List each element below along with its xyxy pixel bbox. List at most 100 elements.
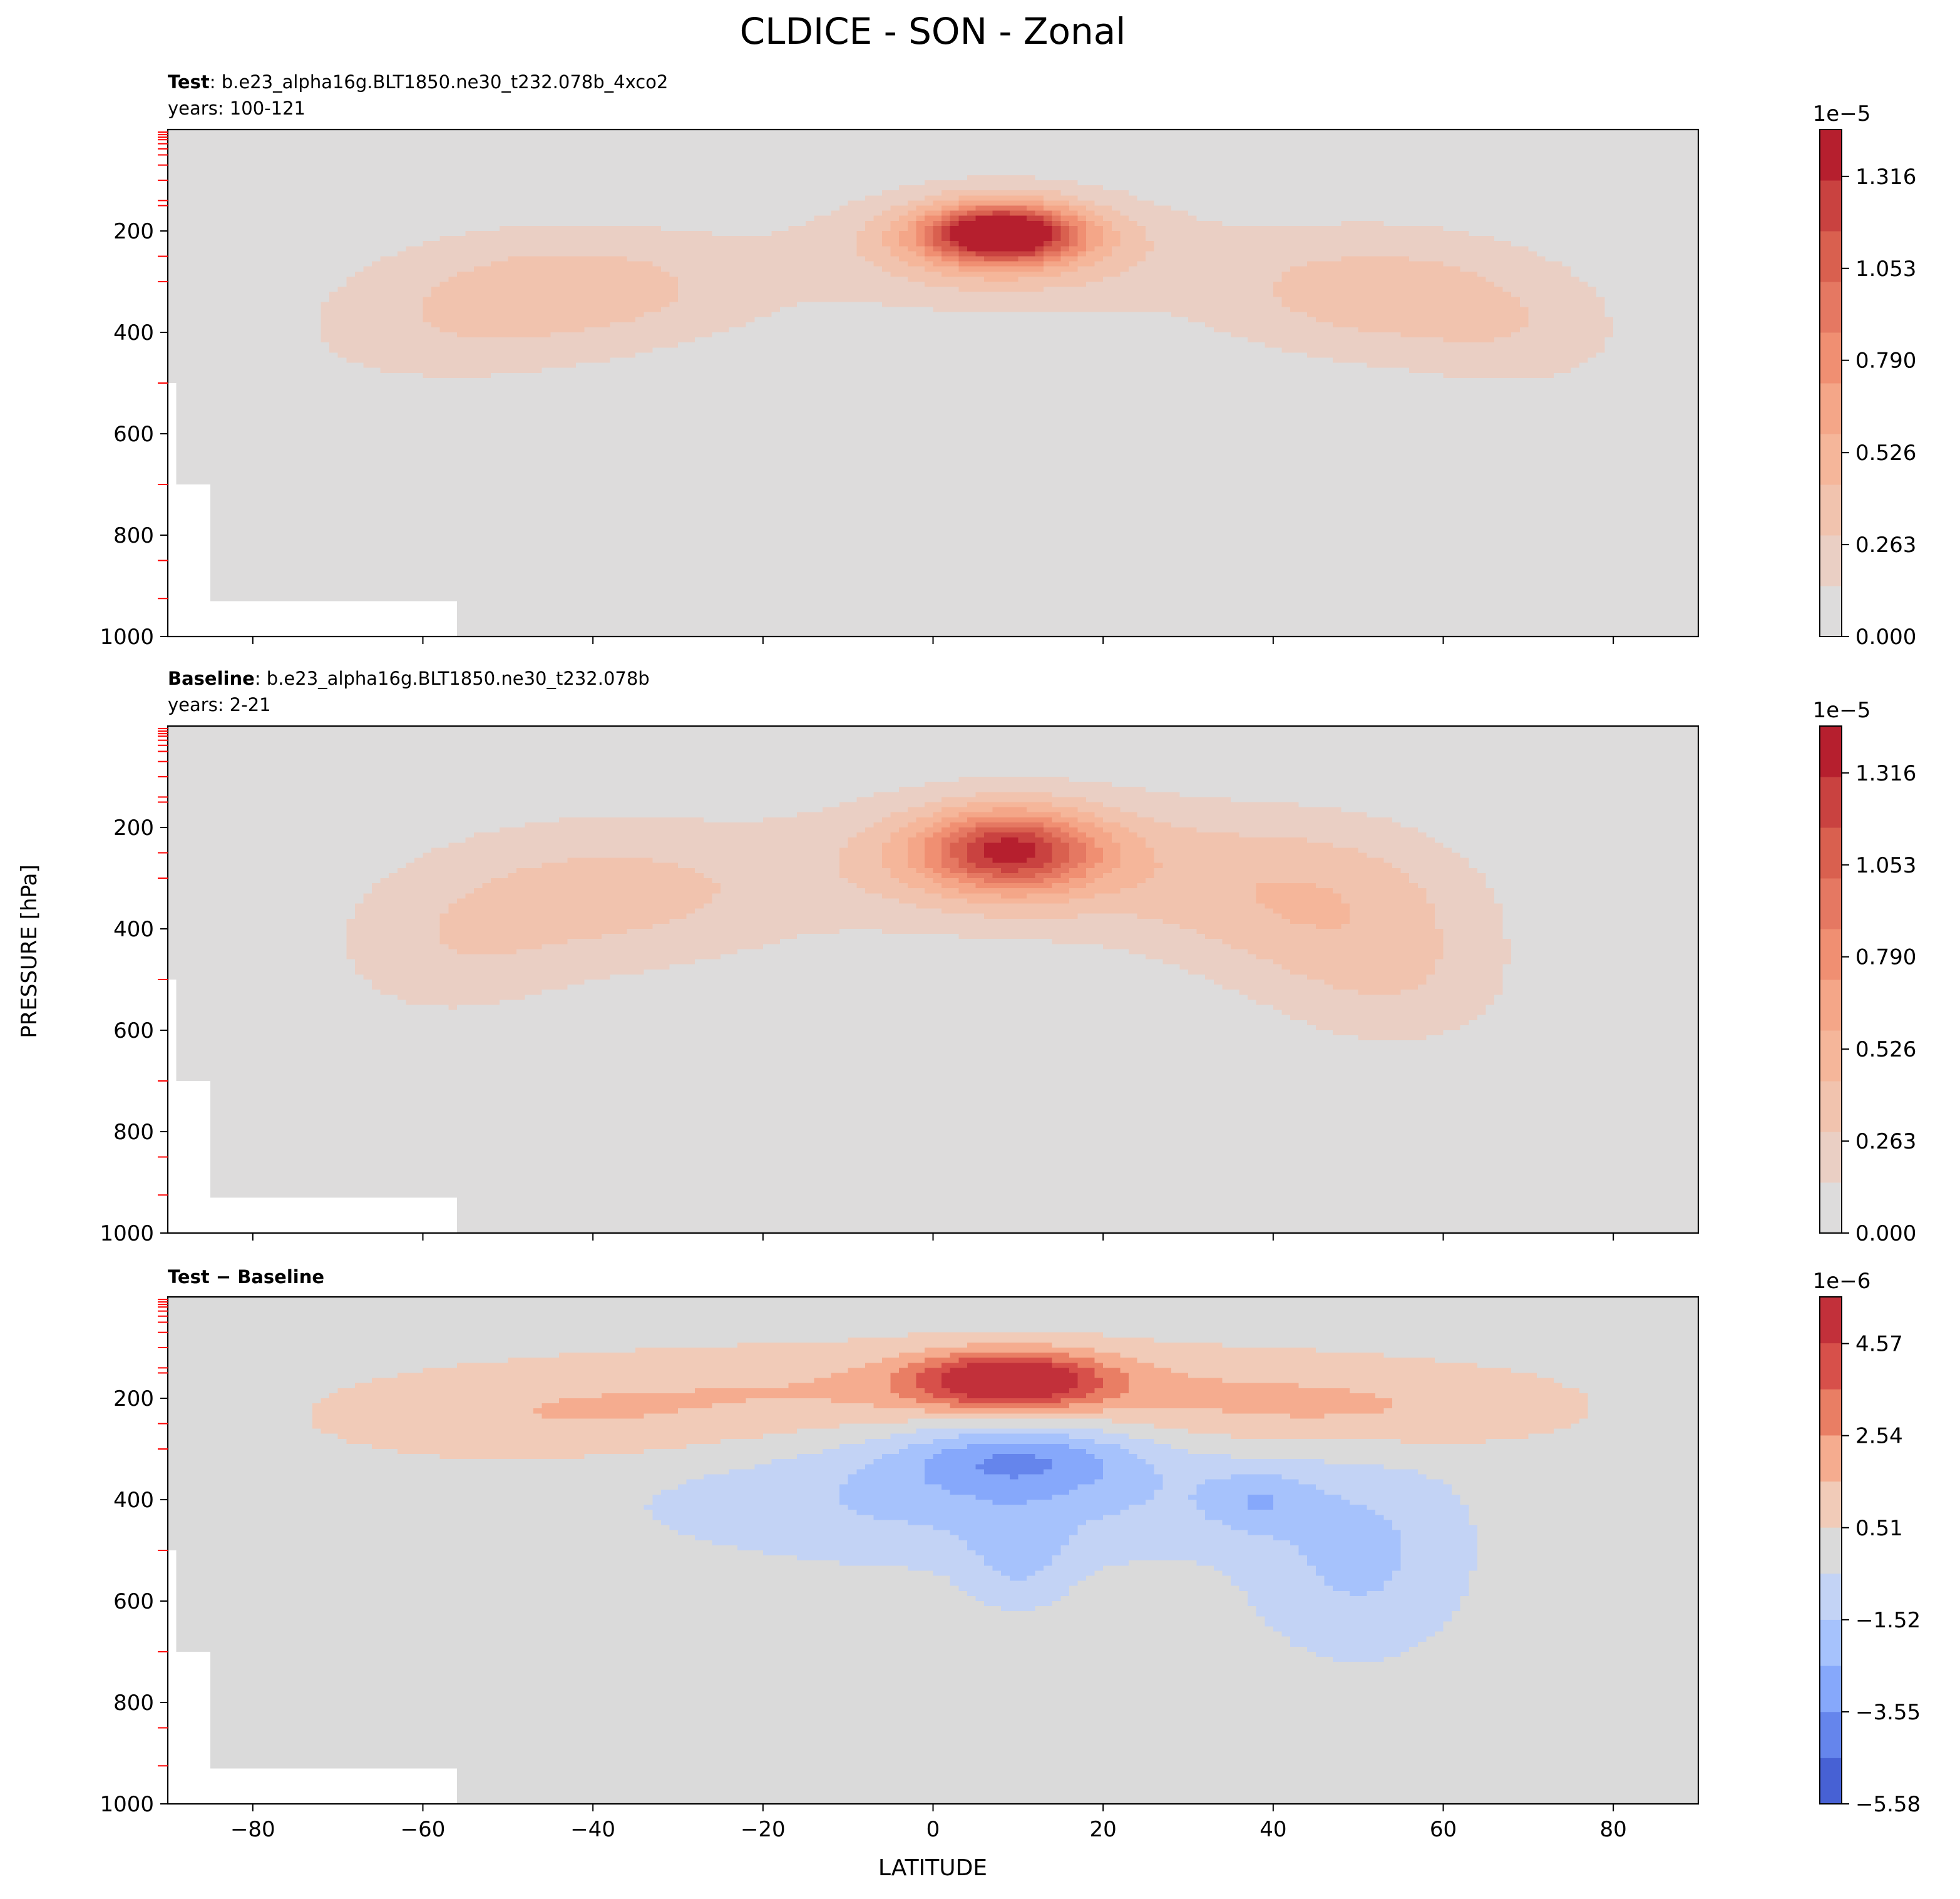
contour-cell [202,393,210,399]
contour-cell [219,484,228,490]
contour-cell [193,257,202,262]
contour-cell [185,292,193,297]
contour-cell [168,398,177,404]
contour-cell [193,561,202,566]
contour-cell [185,241,193,247]
contour-cell [177,510,185,516]
panel-label: Test: b.e23_alpha16g.BLT1850.ne30_t232.0… [168,71,668,93]
contour-cell [210,424,219,429]
contour-cell [177,454,185,459]
contour-cell [219,287,228,292]
contour-cell [210,525,219,531]
contour-cell [168,216,177,222]
contour-cell [168,479,177,485]
contour-cell [168,429,177,434]
contour-cell [193,292,202,297]
contour-cell [210,612,219,617]
contour-cell [227,150,236,155]
contour-cell [185,469,193,475]
contour-cell [177,241,185,247]
panel-test: Test: b.e23_alpha16g.BLT1850.ne30_t232.0… [100,71,1916,650]
contour-cell [168,130,177,135]
contour-cell [177,175,185,181]
contour-cell [177,459,185,465]
contour-cell [185,489,193,495]
contour-cell [168,464,177,470]
contour-cell [219,424,228,429]
contour-cell [185,160,193,166]
contour-cell [202,535,210,541]
contour-cell [177,591,185,596]
contour-cell [202,499,210,505]
contour-cell [219,550,228,556]
contour-cell [202,494,210,500]
contour-cell [185,388,193,394]
contour-cell [202,373,210,379]
contour-cell [202,216,210,222]
contour-cell [193,586,202,591]
contour-cell [202,525,210,531]
contour-cell [210,342,219,348]
contour-cell [210,195,219,201]
contour-cell [210,312,219,318]
contour-cell [168,155,177,161]
contour-cell [219,489,228,495]
contour-cell [185,414,193,419]
contour-cell [193,612,202,617]
contour-cell [210,190,219,196]
contour-cell [185,479,193,485]
contour-cell [210,596,219,601]
contour-cell [185,368,193,374]
contour-cell [168,540,177,546]
contour-cell [219,576,228,581]
contour-cell [210,555,219,561]
contour-cell [168,530,177,536]
contour-cell [210,246,219,252]
contour-cell [168,469,177,475]
contour-cell [210,383,219,389]
contour-cell [193,307,202,313]
contour-cell [168,251,177,257]
contour-cell [219,352,228,358]
contour-cell [193,378,202,384]
contour-cell [168,302,177,307]
contour-cell [168,368,177,374]
contour-cell [185,409,193,414]
contour-cell [227,145,236,150]
contour-cell [193,206,202,212]
contour-cell [185,499,193,505]
contour-cell [219,494,228,500]
contour-cell [168,358,177,364]
figure: CLDICE - SON - Zonal PRESSURE [hPa] LATI… [0,0,1960,1899]
contour-cell [202,277,210,282]
contour-cell [202,439,210,444]
contour-cell [219,347,228,353]
contour-cell [202,302,210,307]
contour-cell [193,499,202,505]
contour-cell [219,525,228,531]
contour-cell [202,591,210,596]
contour-cell [193,454,202,459]
contour-cell [168,170,177,176]
contour-cell [177,378,185,384]
contour-cell [202,479,210,485]
contour-cell [219,530,228,536]
contour-cell [193,515,202,521]
contour-cell [219,499,228,505]
contour-cell [210,561,219,566]
contour-cell [210,322,219,328]
contour-cell [193,216,202,222]
contour-cell [168,317,177,323]
contour-cell [193,627,202,632]
contour-cell [202,251,210,257]
contour-cell [193,494,202,500]
contour-cell [210,231,219,237]
contour-cell [185,449,193,454]
contour-cell [185,165,193,171]
contour-cell [210,489,219,495]
contour-cell [185,550,193,556]
contour-cell [227,155,236,161]
contour-cell [177,424,185,429]
contour-cell [177,211,185,217]
contour-cell [168,307,177,313]
